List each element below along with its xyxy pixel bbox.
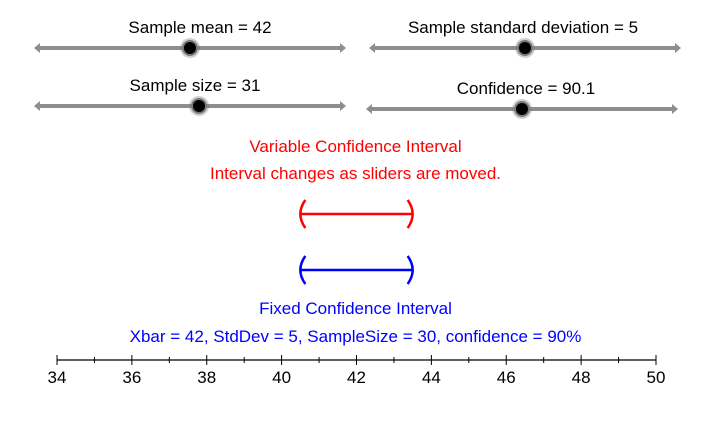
confidence-label: Confidence = 90.1 <box>456 79 596 98</box>
fixed-interval <box>299 255 414 285</box>
axis-tick-label: 42 <box>347 368 366 387</box>
sample-mean-slider[interactable] <box>34 40 346 56</box>
axis-tick-label: 48 <box>572 368 591 387</box>
sample-size-slider-knob[interactable] <box>191 98 208 114</box>
confidence-slider-knob[interactable] <box>514 101 530 117</box>
axis-tick-label: 36 <box>122 368 141 387</box>
axis-tick-label: 44 <box>422 368 441 387</box>
sample-mean-label: Sample mean = 42 <box>128 18 272 37</box>
confidence-slider[interactable] <box>366 101 678 117</box>
sample-mean-slider-knob[interactable] <box>182 40 198 56</box>
fixed-interval-subtitle: Xbar = 42, StdDev = 5, SampleSize = 30, … <box>129 327 582 346</box>
number-line: 34 36 38 40 42 44 46 48 50 <box>48 355 666 387</box>
sample-size-slider[interactable] <box>34 98 346 114</box>
sample-std-dev-label: Sample standard deviation = 5 <box>407 18 639 37</box>
sample-std-dev-slider-knob[interactable] <box>517 40 533 56</box>
axis-tick-label: 46 <box>497 368 516 387</box>
axis-tick-label: 50 <box>647 368 666 387</box>
variable-interval-title: Variable Confidence Interval <box>249 137 462 156</box>
variable-interval-right-bracket <box>406 199 414 229</box>
axis-tick-label: 34 <box>48 368 67 387</box>
axis-tick-label: 38 <box>197 368 216 387</box>
sample-size-label: Sample size = 31 <box>129 76 261 95</box>
sample-size-slider-track[interactable] <box>34 101 346 111</box>
variable-interval <box>299 199 414 229</box>
fixed-interval-title: Fixed Confidence Interval <box>259 299 452 318</box>
axis-tick-label: 40 <box>272 368 291 387</box>
variable-interval-subtitle: Interval changes as sliders are moved. <box>209 164 502 183</box>
fixed-interval-right-bracket <box>406 255 414 285</box>
sample-std-dev-slider[interactable] <box>369 40 681 56</box>
